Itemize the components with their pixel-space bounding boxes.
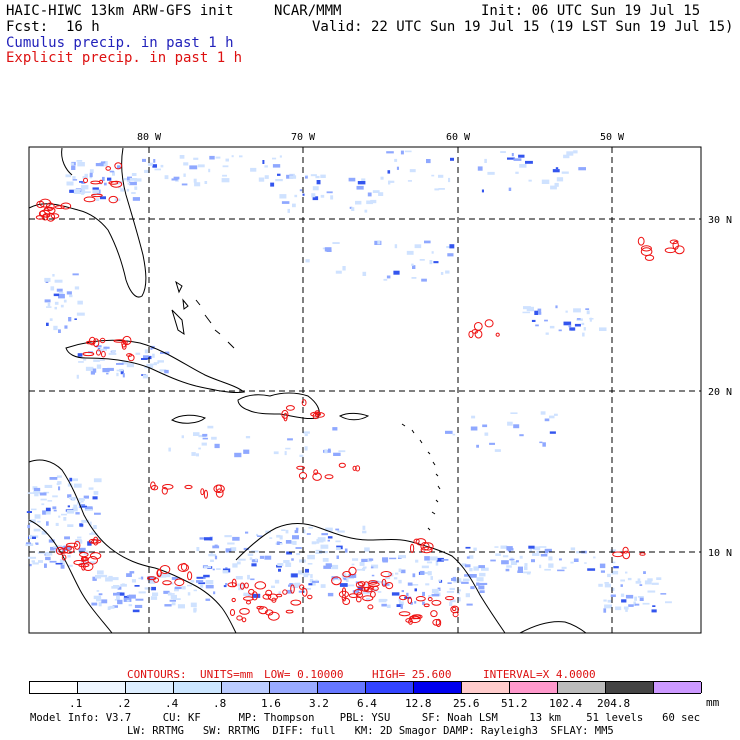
model-info-line1: Model Info: V3.7 CU: KF MP: Thompson PBL… [30, 712, 701, 724]
lon-label-60w: 60 W [446, 132, 471, 143]
legend-tick-label: 204.8 [597, 697, 631, 710]
south-america-east [519, 621, 587, 634]
field-cumulus-title: Cumulus precip. in past 1 h [6, 35, 234, 51]
contours-interval: INTERVAL=X 4.0000 [483, 668, 596, 681]
legend-swatch [462, 682, 510, 693]
bahamas [175, 280, 235, 349]
legend-swatch [654, 682, 702, 693]
legend-swatch [78, 682, 126, 693]
legend-swatch [366, 682, 414, 693]
contours-low: LOW= 0.10000 [264, 668, 344, 681]
field-explicit-title: Explicit precip. in past 1 h [6, 50, 243, 66]
central-america-north [28, 459, 237, 634]
legend-tick-label: 1.6 [261, 697, 281, 710]
georgia-coast [61, 147, 73, 176]
explicit-precip-contours [35, 162, 685, 628]
forecast-hour: 16 h [66, 19, 100, 35]
contours-high: HIGH= 25.600 [372, 668, 452, 681]
legend-tick-label: .1 [69, 697, 83, 710]
legend-swatch [558, 682, 606, 693]
contours-units: UNITS=mm [200, 668, 253, 681]
legend-tick-label: .2 [117, 697, 131, 710]
color-legend [29, 681, 702, 694]
init-time: Init: 06 UTC Sun 19 Jul 15 [481, 3, 701, 19]
legend-tick-label: .8 [213, 697, 227, 710]
cumulus-precip-areas [25, 150, 672, 613]
legend-unit: mm [706, 696, 720, 709]
legend-tick-label: 3.2 [309, 697, 329, 710]
legend-swatch [30, 682, 78, 693]
legend-tick-label: 51.2 [501, 697, 528, 710]
legend-swatch [510, 682, 558, 693]
model-info-line2: LW: RRTMG SW: RRTMG DIFF: full KM: 2D Sm… [127, 725, 614, 737]
lon-label-80w: 80 W [137, 132, 162, 143]
legend-tick-label: 12.8 [405, 697, 432, 710]
contours-label: CONTOURS: [127, 668, 187, 681]
valid-time: Valid: 22 UTC Sun 19 Jul 15 (19 LST Sun … [312, 19, 734, 35]
andros [171, 309, 185, 336]
lat-label-10n: 10 N [708, 548, 732, 559]
model-title: HAIC-HIWC 13km ARW-GFS init [6, 3, 234, 19]
org-label: NCAR/MMM [274, 3, 342, 19]
south-america-coast [235, 523, 506, 634]
legend-tick-label: 6.4 [357, 697, 377, 710]
legend-swatch [174, 682, 222, 693]
lon-label-70w: 70 W [291, 132, 316, 143]
cuba [65, 339, 246, 393]
legend-tick-label: 25.6 [453, 697, 480, 710]
legend-swatch [126, 682, 174, 693]
legend-swatch [222, 682, 270, 693]
legend-swatch [606, 682, 654, 693]
legend-swatch [318, 682, 366, 693]
lat-label-30n: 30 N [708, 215, 732, 226]
legend-swatch [414, 682, 462, 693]
forecast-label: Fcst: [6, 19, 49, 35]
legend-tick-label: .4 [165, 697, 179, 710]
lat-label-20n: 20 N [708, 387, 732, 398]
central-america-pacific [28, 519, 113, 634]
florida-coast [28, 147, 147, 298]
legend-swatch [270, 682, 318, 693]
lesser-antilles [401, 423, 441, 531]
lon-label-50w: 50 W [600, 132, 625, 143]
lat-lon-grid [29, 147, 701, 633]
puerto-rico [338, 412, 370, 421]
jamaica [171, 414, 206, 424]
legend-tick-label: 102.4 [549, 697, 583, 710]
